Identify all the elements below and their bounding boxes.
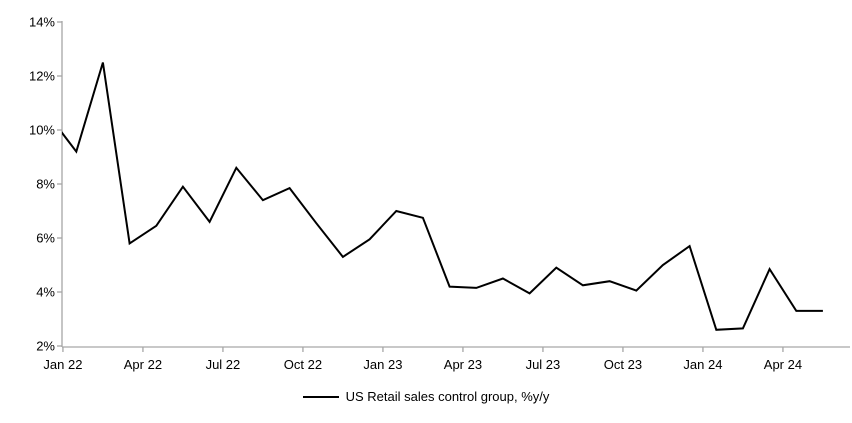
y-axis-tick-label: 2% [36,339,55,354]
legend: US Retail sales control group, %y/y [0,389,852,404]
y-axis-tick-label: 4% [36,285,55,300]
x-axis-tick-label: Apr 22 [124,357,162,372]
x-axis-tick-label: Apr 23 [444,357,482,372]
legend-line-swatch [302,395,339,398]
y-axis-tick-label: 14% [29,15,55,30]
x-axis-tick-label: Jan 23 [363,357,402,372]
x-axis-tick-label: Jan 24 [683,357,722,372]
legend-label: US Retail sales control group, %y/y [345,389,550,404]
x-axis-tick-label: Oct 22 [284,357,322,372]
data-line-us-retail-sales-control-group [62,62,823,331]
y-axis-tick-label: 10% [29,123,55,138]
y-axis-tick-label: 6% [36,231,55,246]
x-axis-tick-label: Oct 23 [604,357,642,372]
x-axis-tick-label: Jul 22 [206,357,241,372]
x-axis-tick-label: Jul 23 [526,357,561,372]
x-axis-tick-label: Apr 24 [764,357,802,372]
y-axis-tick-label: 12% [29,69,55,84]
y-axis-tick-label: 8% [36,177,55,192]
x-axis-tick-label: Jan 22 [43,357,82,372]
